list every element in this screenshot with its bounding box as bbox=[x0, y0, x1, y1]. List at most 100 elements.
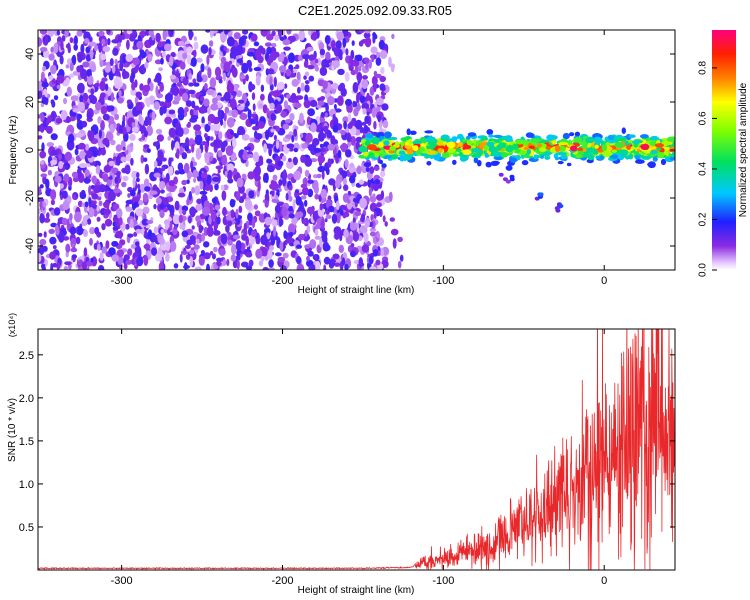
heatmap-cell bbox=[181, 230, 189, 238]
heatmap-cell bbox=[65, 43, 71, 49]
heatmap-cell bbox=[397, 260, 402, 269]
heatmap-cell bbox=[364, 220, 370, 228]
heatmap-cell bbox=[98, 184, 107, 193]
heatmap-cell bbox=[61, 217, 68, 226]
heatmap-cell bbox=[173, 263, 179, 269]
heatmap-cell bbox=[358, 145, 368, 153]
heatmap-cell bbox=[87, 218, 92, 225]
heatmap-cell bbox=[72, 108, 80, 113]
heatmap-cell bbox=[50, 133, 58, 141]
heatmap-cell bbox=[88, 207, 95, 218]
heatmap-cell bbox=[286, 160, 294, 170]
heatmap-cell bbox=[135, 177, 140, 183]
heatmap-cell bbox=[143, 178, 150, 188]
heatmap-cell bbox=[254, 210, 261, 217]
heatmap-cell bbox=[176, 82, 182, 87]
heatmap-cell bbox=[151, 247, 158, 256]
heatmap-cell bbox=[204, 142, 209, 153]
heatmap-cell bbox=[127, 248, 133, 256]
heatmap-cell bbox=[98, 200, 103, 207]
heatmap-cell bbox=[304, 244, 311, 249]
heatmap-cell bbox=[179, 146, 183, 156]
heatmap-cell bbox=[635, 159, 645, 164]
heatmap-cell bbox=[218, 248, 226, 256]
heatmap-cell bbox=[108, 190, 116, 202]
heatmap-cell bbox=[304, 169, 310, 177]
heatmap-cell bbox=[153, 203, 157, 210]
heatmap-cell bbox=[133, 231, 138, 237]
heatmap-cell bbox=[355, 54, 363, 62]
heatmap-cell bbox=[40, 112, 45, 122]
heatmap-cell bbox=[544, 155, 551, 160]
heatmap-cell bbox=[281, 206, 288, 217]
heatmap-cell bbox=[485, 141, 496, 147]
heatmap-cell bbox=[76, 65, 83, 73]
heatmap-cell bbox=[162, 104, 167, 114]
heatmap-cell bbox=[295, 95, 304, 100]
heatmap-cell bbox=[168, 127, 176, 138]
heatmap-cell bbox=[271, 198, 280, 203]
heatmap-cell bbox=[90, 199, 97, 206]
heatmap-cell bbox=[607, 134, 615, 141]
heatmap-cell bbox=[224, 170, 228, 178]
heatmap-cell bbox=[260, 93, 265, 101]
heatmap-cell bbox=[323, 256, 331, 265]
heatmap-cell bbox=[196, 57, 203, 63]
heatmap-cell bbox=[389, 217, 395, 222]
heatmap-cell bbox=[671, 151, 675, 158]
heatmap-cell bbox=[309, 239, 317, 249]
heatmap-cell bbox=[153, 226, 159, 234]
heatmap-cell bbox=[169, 220, 173, 231]
heatmap-cell bbox=[271, 219, 278, 228]
heatmap-cell bbox=[236, 58, 243, 64]
heatmap-cell bbox=[260, 234, 268, 246]
heatmap-cell bbox=[118, 125, 124, 134]
heatmap-cell bbox=[317, 155, 326, 164]
heatmap-cell bbox=[112, 226, 119, 231]
heatmap-cell bbox=[538, 192, 544, 197]
heatmap-cell bbox=[71, 254, 78, 259]
heatmap-cell bbox=[69, 37, 74, 44]
heatmap-cell bbox=[182, 127, 190, 135]
heatmap-cell bbox=[582, 148, 587, 152]
heatmap-cell bbox=[179, 224, 186, 230]
heatmap-cell bbox=[171, 86, 180, 96]
heatmap-cell bbox=[332, 113, 337, 123]
heatmap-cell bbox=[118, 217, 123, 226]
heatmap-cell bbox=[171, 69, 176, 76]
heatmap-cell bbox=[116, 170, 121, 180]
snr-x-ticks: -300 -200 -100 0 bbox=[111, 329, 607, 587]
heatmap-cell bbox=[350, 136, 357, 146]
colorbar: 0.0 0.2 0.4 0.6 0.8 Normalized spectral ampl… bbox=[698, 30, 749, 277]
heatmap-cell bbox=[190, 114, 199, 121]
heatmap-cell bbox=[77, 115, 81, 125]
heatmap-cell bbox=[345, 48, 349, 56]
colorbar-tick-label: 0.0 bbox=[698, 263, 709, 277]
heatmap-cell bbox=[97, 192, 102, 197]
heatmap-cell bbox=[306, 206, 315, 215]
heatmap-cell bbox=[382, 120, 389, 129]
heatmap-cell bbox=[214, 204, 221, 211]
heatmap-cell bbox=[105, 240, 110, 249]
heatmap-cell bbox=[85, 54, 92, 62]
heatmap-cell bbox=[103, 208, 111, 215]
heatmap-cell bbox=[89, 49, 94, 60]
heatmap-cell bbox=[227, 220, 233, 227]
heatmap-cell bbox=[334, 179, 341, 189]
heatmap-cell bbox=[566, 162, 572, 167]
heatmap-cell bbox=[212, 176, 220, 182]
heatmap-cell bbox=[153, 101, 160, 110]
heatmap-cell bbox=[412, 145, 419, 152]
heatmap-cell bbox=[457, 133, 464, 140]
heatmap-cell bbox=[557, 160, 564, 165]
heatmap-cell bbox=[195, 215, 201, 222]
heatmap-cell bbox=[307, 144, 315, 152]
heatmap-cell bbox=[141, 218, 149, 226]
heatmap-cell bbox=[127, 233, 134, 238]
heatmap-cell bbox=[168, 180, 175, 187]
colorbar-tick-label: 0.4 bbox=[698, 162, 709, 176]
heatmap-cell bbox=[275, 139, 280, 150]
heatmap-cell bbox=[344, 159, 349, 168]
heatmap-cell bbox=[66, 115, 71, 124]
heatmap-cell bbox=[191, 187, 196, 194]
